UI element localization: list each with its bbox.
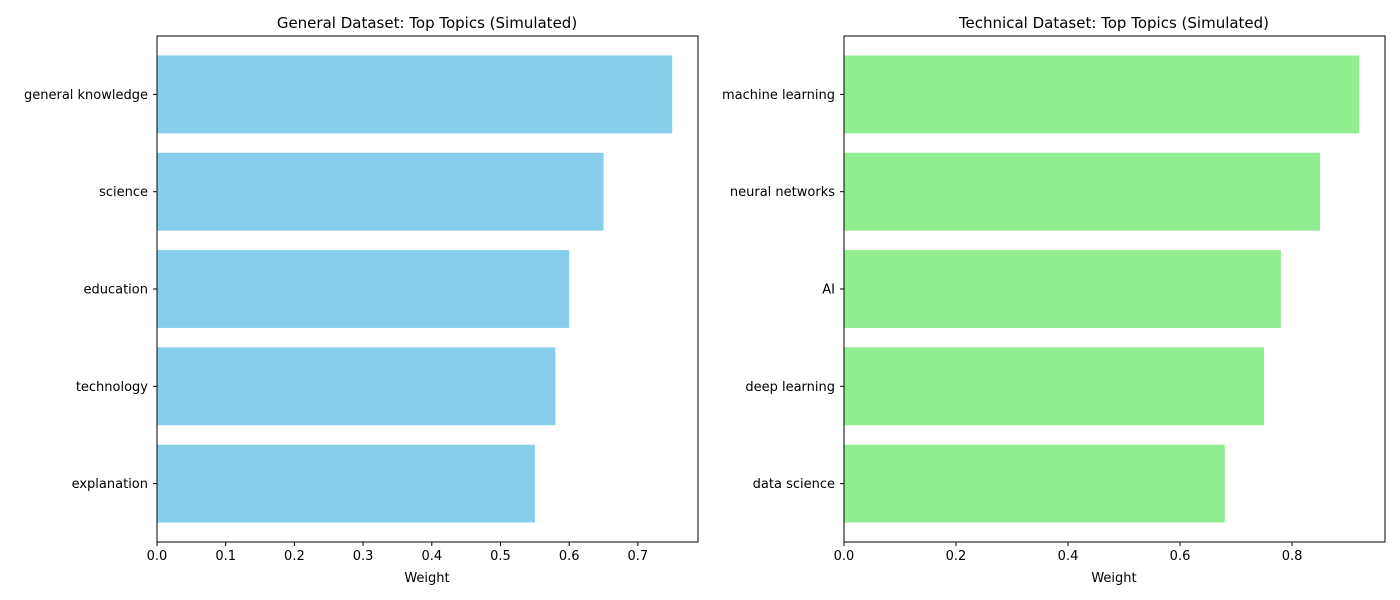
x-tick-label: 0.0: [834, 549, 855, 564]
technical-topics-chart: Technical Dataset: Top Topics (Simulated…: [722, 14, 1386, 586]
x-tick-group: 0.0 0.1 0.2 0.3 0.4 0.5 0.6 0.7: [147, 542, 649, 564]
x-tick-label: 0.7: [628, 549, 649, 564]
x-tick-label: 0.6: [1170, 549, 1191, 564]
bar: [157, 55, 673, 134]
bar: [844, 55, 1360, 134]
x-tick-label: 0.0: [147, 549, 168, 564]
general-topics-chart: General Dataset: Top Topics (Simulated) …: [24, 14, 699, 586]
bar: [844, 444, 1225, 523]
y-tick-label: science: [99, 185, 148, 200]
x-tick-group: 0.0 0.2 0.4 0.6 0.8: [834, 542, 1303, 564]
y-tick-label: deep learning: [745, 380, 835, 395]
x-axis-label: Weight: [1091, 571, 1136, 586]
bar: [157, 444, 535, 523]
chart-title: Technical Dataset: Top Topics (Simulated…: [958, 14, 1269, 32]
x-tick-label: 0.3: [353, 549, 374, 564]
plot-frame: [156, 35, 699, 543]
x-tick-label: 0.1: [215, 549, 236, 564]
bar: [157, 347, 556, 426]
bar-group: [157, 55, 673, 523]
y-tick-label: general knowledge: [24, 88, 148, 103]
bar-group: [844, 55, 1360, 523]
x-tick-label: 0.2: [946, 549, 967, 564]
bar: [844, 250, 1281, 328]
x-tick-label: 0.2: [284, 549, 305, 564]
chart-title: General Dataset: Top Topics (Simulated): [277, 14, 577, 32]
x-tick-label: 0.4: [1058, 549, 1079, 564]
bar: [157, 152, 604, 231]
y-tick-label: machine learning: [722, 88, 835, 103]
y-tick-label: explanation: [72, 477, 148, 492]
bar: [844, 347, 1265, 426]
x-tick-label: 0.5: [490, 549, 511, 564]
y-tick-label: education: [83, 283, 148, 298]
bar: [157, 250, 570, 328]
bar: [844, 152, 1321, 231]
y-tick-group: general knowledge science education technol…: [24, 88, 157, 492]
plot-frame: [843, 35, 1386, 543]
y-tick-label: AI: [822, 283, 835, 298]
y-tick-label: technology: [76, 380, 148, 395]
x-tick-label: 0.4: [421, 549, 442, 564]
x-tick-label: 0.8: [1282, 549, 1303, 564]
y-tick-label: neural networks: [730, 185, 835, 200]
x-tick-label: 0.6: [559, 549, 580, 564]
y-tick-group: machine learning neural networks AI deep le…: [722, 88, 844, 492]
x-axis-label: Weight: [404, 571, 449, 586]
y-tick-label: data science: [753, 477, 835, 492]
